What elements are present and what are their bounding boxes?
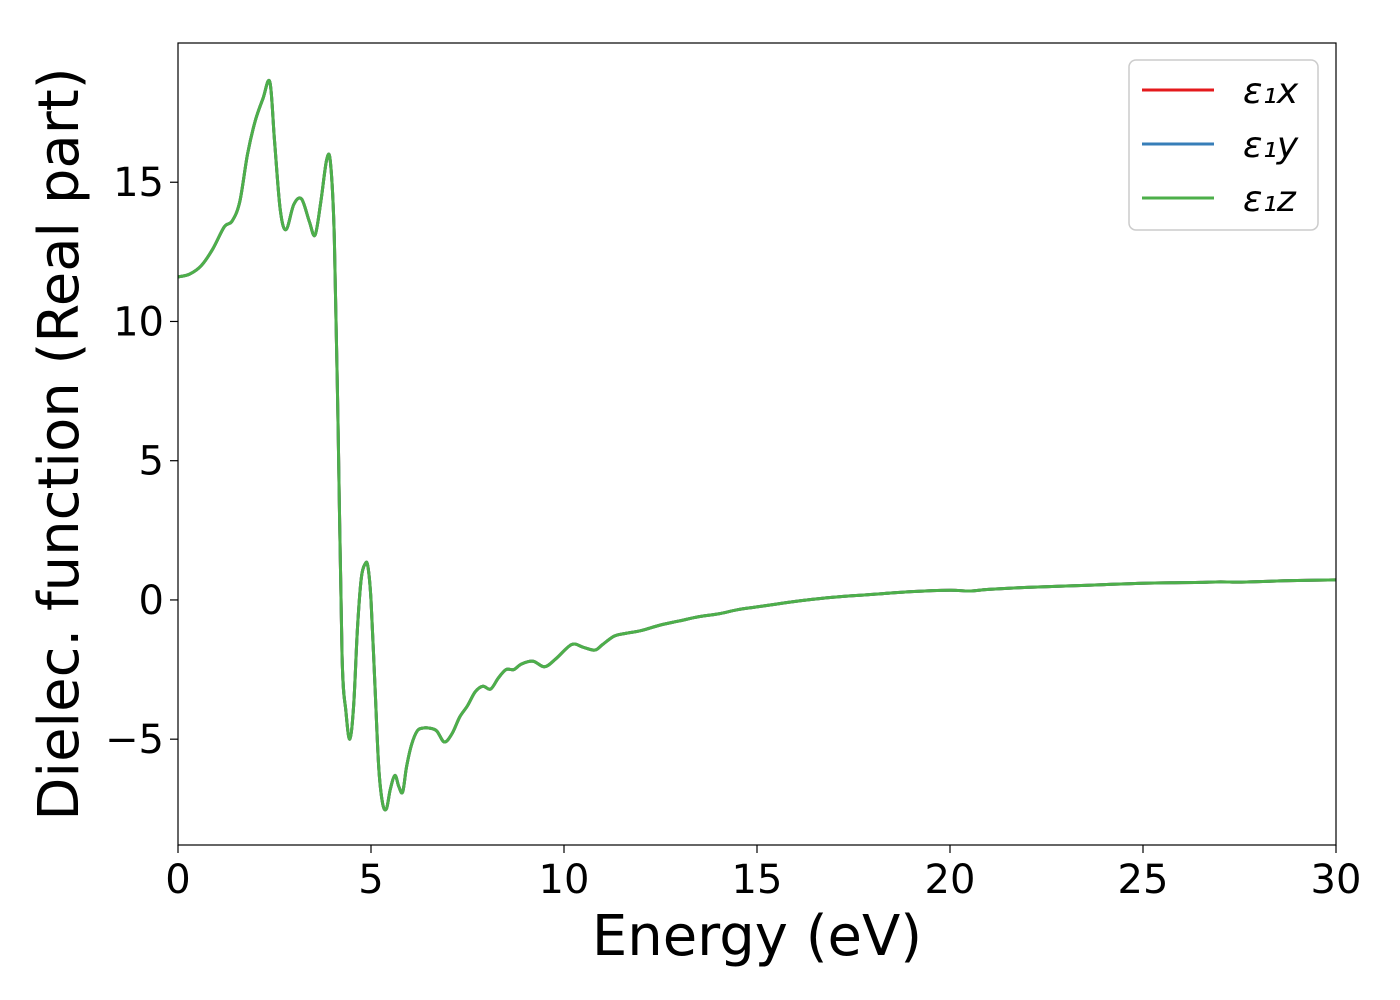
series-line-3 — [178, 78, 1336, 812]
y-tick-label: −5 — [105, 717, 164, 763]
x-axis-label: Energy (eV) — [592, 904, 922, 969]
x-tick-label: 0 — [165, 857, 190, 903]
y-tick-label: 15 — [113, 160, 164, 206]
legend: ε₁x ε₁y ε₁z — [1128, 59, 1319, 231]
x-tick-label: 10 — [539, 857, 590, 903]
x-tick-label: 20 — [925, 857, 976, 903]
y-tick-label: 0 — [139, 578, 164, 624]
y-tick-label: 10 — [113, 299, 164, 345]
legend-label-3: ε₁z — [1243, 179, 1297, 220]
x-axis-ticks: 0 5 10 15 20 25 30 — [165, 845, 1361, 903]
y-tick-label: 5 — [139, 439, 164, 485]
x-tick-label: 30 — [1311, 857, 1362, 903]
y-axis-ticks: −5 0 5 10 15 — [105, 160, 178, 763]
y-axis-label: Dielec. function (Real part) — [27, 67, 92, 820]
x-tick-label: 15 — [732, 857, 783, 903]
x-tick-label: 25 — [1118, 857, 1169, 903]
legend-label-2: ε₁y — [1243, 125, 1299, 166]
legend-label-1: ε₁x — [1243, 71, 1299, 112]
x-tick-label: 5 — [358, 857, 383, 903]
plot-layer — [178, 78, 1336, 812]
legend-box — [1128, 59, 1319, 231]
